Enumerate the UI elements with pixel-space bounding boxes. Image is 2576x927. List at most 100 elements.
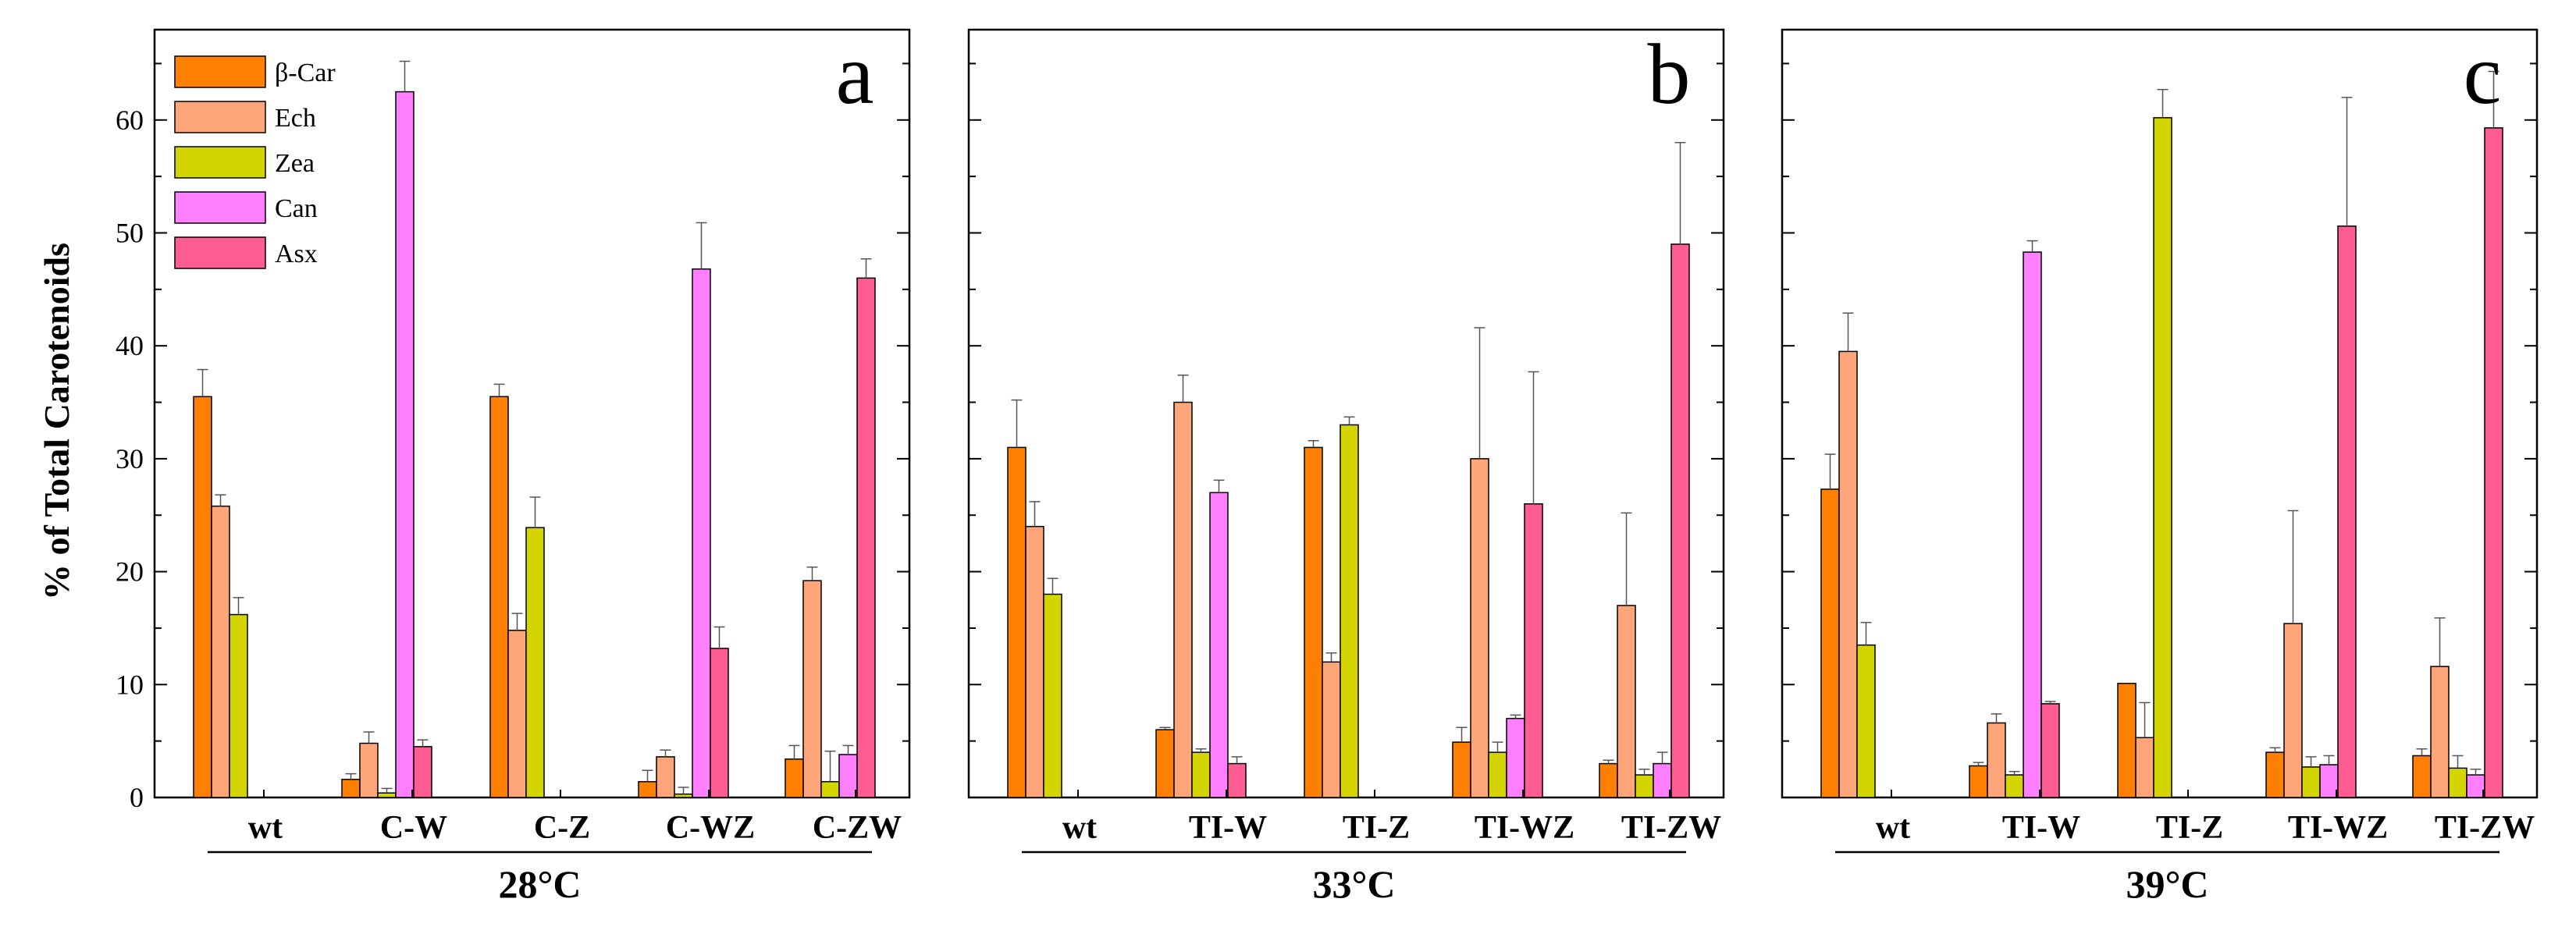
bar-c-wt-Ech <box>1838 350 1858 798</box>
bar-b-TI-ZW-Zea <box>1635 774 1654 798</box>
panel-letter: c <box>2464 27 2502 122</box>
bar-a-C-WZ-Ech <box>656 756 675 798</box>
bar-a-wt-Zea <box>229 613 248 798</box>
bar-b-TI-WZ-Zea <box>1488 751 1507 798</box>
legend-label: Zea <box>275 149 315 178</box>
bar-a-C-ZW-β-Car <box>785 758 804 798</box>
legend-label: Ech <box>275 104 316 133</box>
legend-swatch-Zea <box>174 146 266 179</box>
bar-a-C-W-β-Car <box>341 779 361 798</box>
bar-b-TI-W-Can <box>1209 492 1229 798</box>
legend-swatch-Asx <box>174 236 266 269</box>
x-category-label: C-WZ <box>666 810 755 846</box>
x-category-label: C-ZW <box>813 810 902 846</box>
panel-letter: a <box>836 27 874 122</box>
bar-c-TI-W-β-Car <box>1969 765 1988 798</box>
bar-c-TI-WZ-β-Car <box>2265 751 2285 798</box>
bar-b-TI-W-Zea <box>1191 751 1211 798</box>
bar-b-TI-W-Ech <box>1173 401 1193 798</box>
bar-c-wt-β-Car <box>1820 488 1840 798</box>
bar-c-TI-ZW-β-Car <box>2412 755 2432 798</box>
bar-c-TI-ZW-Ech <box>2430 666 2450 798</box>
bar-a-C-W-Asx <box>413 746 432 798</box>
bar-b-TI-W-Asx <box>1227 762 1247 798</box>
bar-b-TI-W-β-Car <box>1155 729 1175 798</box>
bar-b-TI-Z-β-Car <box>1304 446 1323 798</box>
x-category-label: TI-W <box>2002 810 2080 846</box>
bar-a-C-WZ-Zea <box>674 793 693 798</box>
bar-c-TI-W-Zea <box>2005 774 2024 798</box>
bar-c-wt-Zea <box>1856 644 1876 798</box>
bar-b-TI-Z-Ech <box>1322 661 1341 798</box>
panel-b: wt TI-W TI-Z TI-WZ TI-ZW 33°C b <box>967 27 1725 906</box>
y-tick-label: 60 <box>116 105 144 136</box>
y-tick-label: 10 <box>116 669 144 700</box>
legend-label: Asx <box>275 240 318 268</box>
y-axis-label: % of Total Carotenoids <box>37 243 76 600</box>
bar-c-TI-WZ-Can <box>2319 764 2339 798</box>
bar-c-TI-ZW-Asx <box>2484 127 2503 798</box>
bar-c-TI-W-Ech <box>1987 722 2006 798</box>
bar-c-TI-ZW-Zea <box>2448 767 2467 798</box>
group-label: 39°C <box>2126 862 2208 906</box>
bar-c-TI-ZW-Can <box>2466 774 2485 798</box>
bar-a-C-W-Can <box>395 91 415 798</box>
bar-b-TI-Z-Zea <box>1340 424 1359 798</box>
x-category-label: TI-Z <box>2156 810 2223 846</box>
bar-b-TI-WZ-Ech <box>1470 458 1489 798</box>
bar-c-TI-W-Asx <box>2041 703 2060 798</box>
bar-c-TI-WZ-Ech <box>2283 623 2303 798</box>
legend-label: Can <box>275 194 318 223</box>
group-label: 28°C <box>498 862 581 906</box>
legend-label: β-Car <box>275 59 336 87</box>
bar-a-C-WZ-Asx <box>710 648 729 798</box>
bar-c-TI-WZ-Zea <box>2301 766 2321 798</box>
bar-a-C-ZW-Asx <box>856 277 876 798</box>
bar-b-TI-ZW-Ech <box>1617 605 1636 798</box>
bar-b-TI-ZW-Asx <box>1670 243 1690 798</box>
legend-swatch-Ech <box>174 101 266 133</box>
bar-b-TI-WZ-Can <box>1506 717 1525 798</box>
panel-a: 0 10 20 30 40 50 60 wt C-W C-Z C-WZ C-ZW 28°C a <box>116 27 911 906</box>
x-category-label: TI-Z <box>1343 810 1410 846</box>
bar-a-C-ZW-Ech <box>802 580 822 798</box>
bar-a-wt-Ech <box>211 505 230 798</box>
bar-a-C-ZW-Zea <box>820 780 840 798</box>
y-tick-label: 50 <box>116 217 144 248</box>
x-category-label: wt <box>1062 810 1097 846</box>
bar-b-wt-β-Car <box>1007 446 1026 798</box>
x-category-label: wt <box>248 810 283 846</box>
y-tick-label: 20 <box>116 556 144 588</box>
x-category-label: TI-ZW <box>2435 810 2535 846</box>
bar-a-C-Z-Ech <box>507 630 527 798</box>
x-category-label: C-Z <box>534 810 590 846</box>
bar-a-wt-β-Car <box>193 396 212 798</box>
bar-b-TI-ZW-Can <box>1653 762 1672 798</box>
x-category-label: TI-WZ <box>1475 810 1574 846</box>
bar-c-TI-Z-Zea <box>2153 117 2172 798</box>
legend: β-Car Ech Zea Can Asx <box>174 55 336 269</box>
bar-a-C-Z-Zea <box>525 527 545 798</box>
bar-c-TI-Z-β-Car <box>2117 683 2137 798</box>
x-category-label: TI-ZW <box>1621 810 1721 846</box>
legend-swatch-Can <box>174 191 266 224</box>
bar-c-TI-W-Can <box>2023 251 2042 798</box>
bar-b-TI-ZW-β-Car <box>1599 762 1618 798</box>
y-tick-label: 30 <box>116 443 144 474</box>
bar-a-C-W-Zea <box>377 792 397 798</box>
panel-c: wt TI-W TI-Z TI-WZ TI-ZW 39°C c <box>1781 27 2539 906</box>
x-category-label: wt <box>1876 810 1910 846</box>
bar-a-C-Z-β-Car <box>489 396 509 798</box>
bar-b-wt-Zea <box>1043 593 1062 798</box>
bar-b-TI-WZ-β-Car <box>1452 741 1471 798</box>
bar-b-wt-Ech <box>1025 525 1044 798</box>
y-tick-label: 0 <box>130 782 144 813</box>
bar-c-TI-WZ-Asx <box>2337 226 2357 798</box>
bar-a-C-WZ-Can <box>692 268 711 798</box>
chart-panels: 0 10 20 30 40 50 60 wt C-W C-Z C-WZ C-ZW 28°C a wt TI-W… <box>116 27 2539 906</box>
bar-c-TI-Z-Ech <box>2135 737 2154 798</box>
x-category-label: TI-WZ <box>2288 810 2388 846</box>
legend-swatch-β-Car <box>174 55 266 88</box>
group-label: 33°C <box>1312 862 1395 906</box>
